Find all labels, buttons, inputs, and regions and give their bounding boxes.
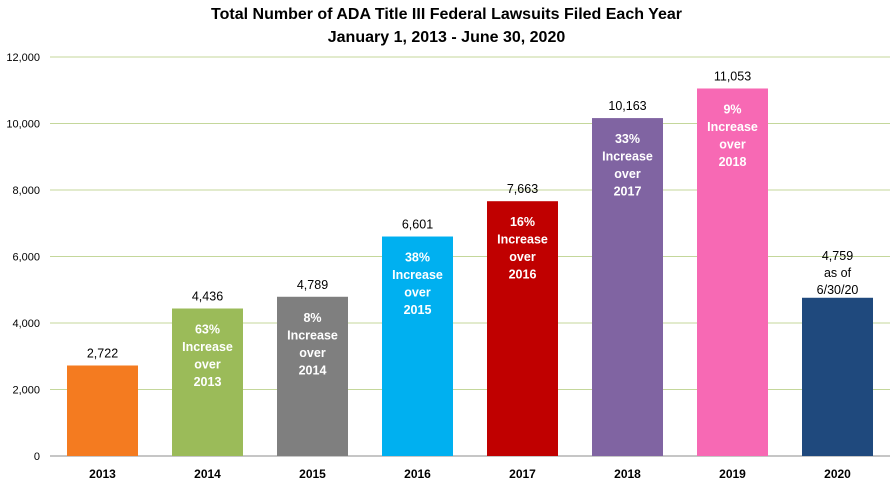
data-label-note: as of bbox=[824, 266, 852, 280]
y-tick-label: 12,000 bbox=[6, 52, 40, 64]
data-label-note: 6/30/20 bbox=[817, 283, 859, 297]
data-label: 4,759 bbox=[822, 249, 853, 263]
data-label: 6,601 bbox=[402, 218, 433, 232]
bar-annotation: 2014 bbox=[299, 363, 327, 377]
bar-annotation: 8% bbox=[303, 311, 321, 325]
bar-annotation: 33% bbox=[615, 132, 640, 146]
data-label: 7,663 bbox=[507, 182, 538, 196]
data-label: 2,722 bbox=[87, 346, 118, 360]
bar-annotation: over bbox=[404, 286, 431, 300]
bar-annotation: over bbox=[719, 137, 746, 151]
bar-annotation: 16% bbox=[510, 215, 535, 229]
data-label: 10,163 bbox=[608, 99, 646, 113]
y-tick-label: 4,000 bbox=[12, 318, 40, 330]
bar-annotation: over bbox=[614, 167, 641, 181]
x-tick-label: 2013 bbox=[89, 467, 116, 481]
bar-annotation: Increase bbox=[707, 120, 758, 134]
x-tick-label: 2015 bbox=[299, 467, 326, 481]
bar-annotation: Increase bbox=[392, 268, 443, 282]
bar-2019 bbox=[697, 88, 768, 457]
x-tick-label: 2018 bbox=[614, 467, 641, 481]
bar-annotation: 2016 bbox=[509, 268, 537, 282]
y-tick-label: 0 bbox=[34, 451, 40, 463]
x-tick-label: 2017 bbox=[509, 467, 536, 481]
data-label: 4,789 bbox=[297, 278, 328, 292]
chart-title: Total Number of ADA Title III Federal La… bbox=[211, 6, 682, 23]
y-tick-label: 10,000 bbox=[6, 119, 40, 131]
bar-2016 bbox=[382, 236, 453, 456]
data-label: 4,436 bbox=[192, 290, 223, 304]
bar-2018 bbox=[592, 118, 663, 456]
data-label: 11,053 bbox=[714, 69, 751, 83]
bar-2017 bbox=[487, 201, 558, 456]
bar-2013 bbox=[67, 365, 138, 456]
bar-annotation: over bbox=[509, 250, 536, 264]
x-tick-label: 2016 bbox=[404, 467, 431, 481]
bar-annotation: 2018 bbox=[719, 155, 747, 169]
y-tick-label: 2,000 bbox=[12, 385, 40, 397]
bar-annotation: 2017 bbox=[614, 185, 642, 199]
y-tick-label: 8,000 bbox=[12, 185, 40, 197]
bar-annotation: 2015 bbox=[404, 303, 432, 317]
chart-subtitle: January 1, 2013 - June 30, 2020 bbox=[327, 29, 566, 46]
bar-annotation: Increase bbox=[602, 150, 653, 164]
x-tick-label: 2020 bbox=[824, 467, 851, 481]
bar-2014 bbox=[172, 308, 243, 456]
bar-annotation: Increase bbox=[497, 233, 548, 247]
bar-annotation: Increase bbox=[287, 328, 338, 342]
bar-annotation: over bbox=[194, 358, 221, 372]
bar-annotation: 63% bbox=[195, 323, 220, 337]
bar-annotation: 2013 bbox=[194, 375, 222, 389]
bar-annotation: 38% bbox=[405, 251, 430, 265]
y-tick-label: 6,000 bbox=[12, 252, 40, 264]
bar-2015 bbox=[277, 296, 348, 456]
bar-annotation: Increase bbox=[182, 340, 233, 354]
bar-annotation: 9% bbox=[723, 102, 741, 116]
bar-2020 bbox=[802, 297, 873, 456]
bar-annotation: over bbox=[299, 346, 326, 360]
x-tick-label: 2014 bbox=[194, 467, 221, 481]
x-tick-label: 2019 bbox=[719, 467, 746, 481]
